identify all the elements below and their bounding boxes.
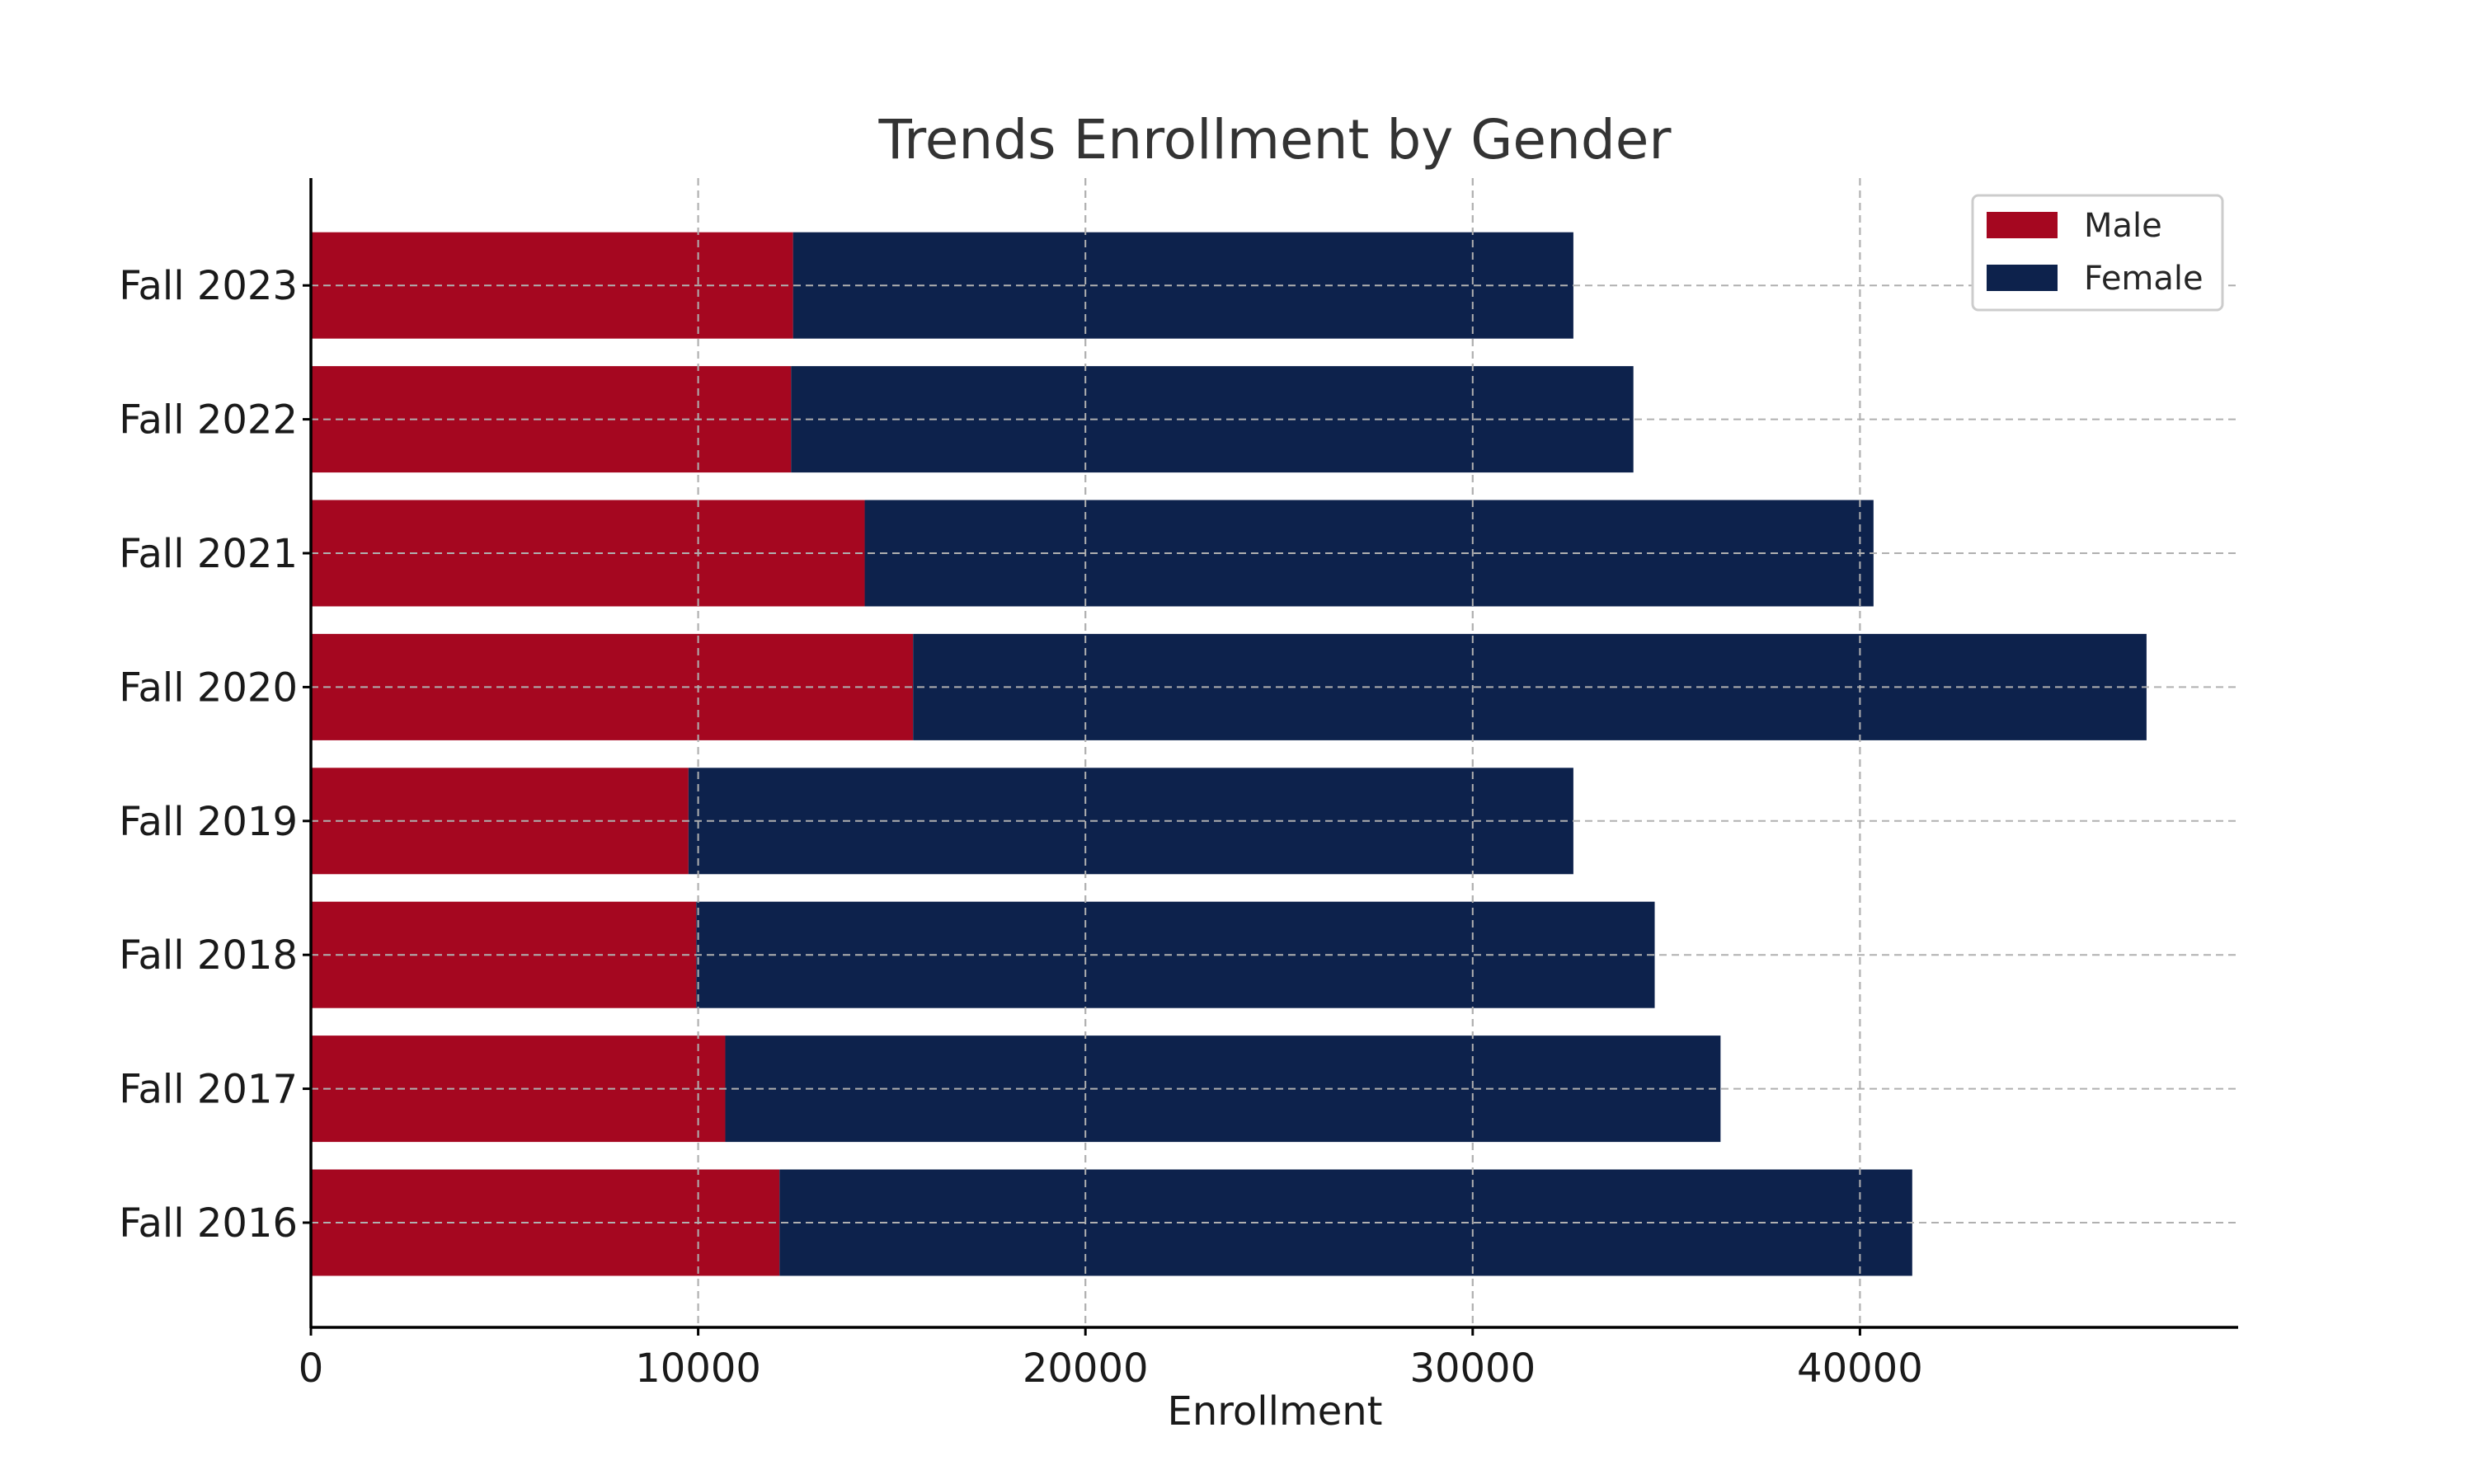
x-tick-labels: 0 10000 20000 30000 40000 (299, 1327, 1923, 1392)
y-tick-label: Fall 2018 (119, 932, 298, 979)
y-tick-labels: Fall 2016 Fall 2017 Fall 2018 Fall 2019 Fall… (119, 263, 311, 1247)
bar-female (779, 1169, 1912, 1276)
legend-label-female: Female (2084, 260, 2204, 298)
y-tick-label: Fall 2019 (119, 799, 298, 845)
legend-label-male: Male (2084, 207, 2162, 245)
legend-items: Male Female (1987, 207, 2204, 298)
axis-layer (309, 178, 2238, 1329)
x-tick-label: 10000 (635, 1345, 761, 1392)
x-tick-label: 30000 (1409, 1345, 1536, 1392)
legend: Male Female (1971, 194, 2224, 312)
chart-title: Trends Enrollment by Gender (878, 108, 1672, 171)
legend-swatch-female (1987, 265, 2058, 291)
legend-swatch-male (1987, 212, 2058, 238)
y-tick-label: Fall 2022 (119, 397, 298, 444)
y-tick-label: Fall 2020 (119, 665, 298, 711)
x-axis-label: Enrollment (1168, 1388, 1383, 1435)
y-tick-label: Fall 2016 (119, 1200, 298, 1247)
x-tick-label: 40000 (1797, 1345, 1923, 1392)
y-tick-label: Fall 2021 (119, 531, 298, 577)
bar-layer (311, 178, 2238, 1327)
x-tick-label: 20000 (1023, 1345, 1149, 1392)
x-tick-label: 0 (299, 1345, 324, 1392)
y-tick-label: Fall 2023 (119, 263, 298, 309)
y-tick-label: Fall 2017 (119, 1067, 298, 1113)
